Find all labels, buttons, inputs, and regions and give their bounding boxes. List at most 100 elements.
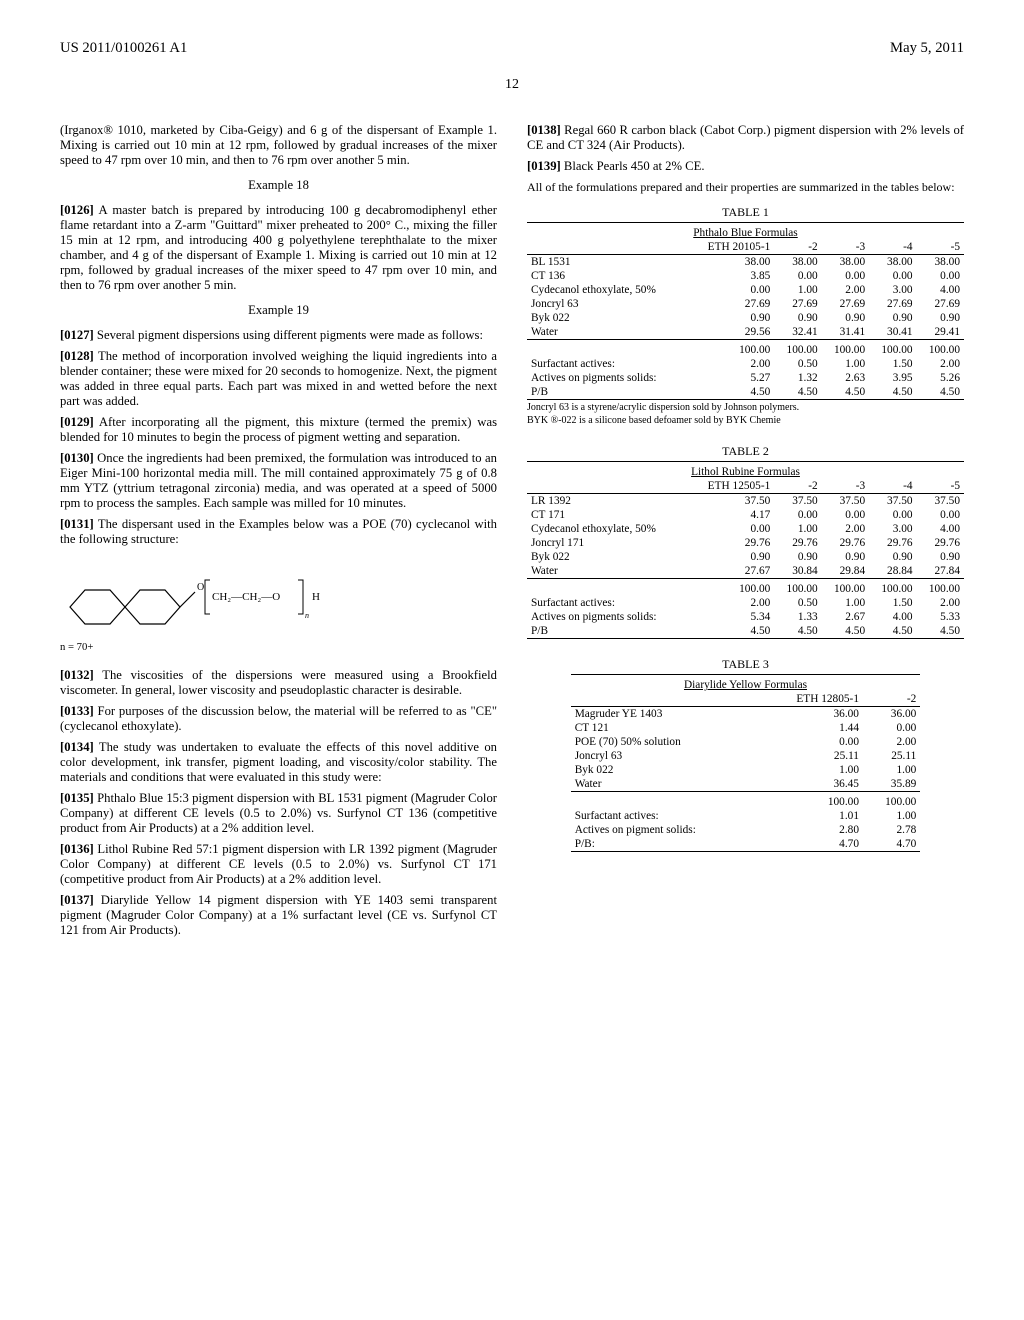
para-text-0133: For purposes of the discussion below, th…: [60, 704, 497, 733]
table-cell: 27.69: [917, 297, 964, 311]
para-num-0130: [0130]: [60, 451, 94, 465]
table-cell: Joncryl 63: [527, 297, 689, 311]
para-num-0128: [0128]: [60, 349, 94, 363]
table-cell: 2.00: [689, 596, 775, 610]
totals-cell: 100.00: [869, 340, 916, 358]
table-cell: 29.84: [822, 564, 869, 579]
para-0132: [0132] The viscosities of the dispersion…: [60, 668, 497, 698]
table-cell: 3.95: [869, 371, 916, 385]
para-text-0139: Black Pearls 450 at 2% CE.: [561, 159, 705, 173]
table-row: Actives on pigment solids:2.802.78: [571, 823, 921, 837]
para-0137: [0137] Diarylide Yellow 14 pigment dispe…: [60, 893, 497, 938]
table-row: Cydecanol ethoxylate, 50%0.001.002.003.0…: [527, 283, 964, 297]
table-cell: 4.50: [689, 624, 775, 639]
table-cell: 5.27: [689, 371, 775, 385]
table2: Lithol Rubine Formulas ETH 12505-1-2-3-4…: [527, 461, 964, 639]
para-0133: [0133] For purposes of the discussion be…: [60, 704, 497, 734]
table-row: Water36.4535.89: [571, 777, 921, 792]
table-cell: 38.00: [774, 255, 821, 270]
tables-intro: All of the formulations prepared and the…: [527, 180, 964, 195]
table-cell: 29.76: [822, 536, 869, 550]
table-cell: 27.69: [822, 297, 869, 311]
table-cell: 1.00: [760, 763, 863, 777]
table-cell: 29.76: [774, 536, 821, 550]
table-cell: 0.00: [822, 269, 869, 283]
chemical-structure: O CH₂—CH₂—O n H n = 70+: [60, 562, 497, 653]
table-cell: 37.50: [917, 494, 964, 509]
table-cell: 1.00: [863, 809, 920, 823]
para-0131: [0131] The dispersant used in the Exampl…: [60, 517, 497, 547]
page-header: US 2011/0100261 A1 May 5, 2011: [60, 40, 964, 57]
table-cell: 1.01: [760, 809, 863, 823]
table-row: Joncryl 6327.6927.6927.6927.6927.69: [527, 297, 964, 311]
table-cell: 1.00: [863, 763, 920, 777]
table-cell: 37.50: [822, 494, 869, 509]
page-number: 12: [60, 77, 964, 93]
table-cell: 0.00: [774, 269, 821, 283]
col-header: -3: [822, 479, 869, 494]
para-num-0139: [0139]: [527, 159, 561, 173]
para-text-0131: The dispersant used in the Examples belo…: [60, 517, 497, 546]
col-header: ETH 20105-1: [689, 240, 775, 255]
para-0126: [0126] A master batch is prepared by int…: [60, 203, 497, 293]
totals-cell: [571, 792, 760, 810]
table-cell: 1.50: [869, 596, 916, 610]
table-row: BL 153138.0038.0038.0038.0038.00: [527, 255, 964, 270]
table1: Phthalo Blue Formulas ETH 20105-1-2-3-4-…: [527, 222, 964, 400]
table-cell: 0.50: [774, 596, 821, 610]
table-cell: 0.90: [689, 550, 775, 564]
table-row: Byk 0220.900.900.900.900.90: [527, 311, 964, 325]
table-cell: 36.00: [760, 707, 863, 722]
para-text-0136: Lithol Rubine Red 57:1 pigment dispersio…: [60, 842, 497, 886]
table-cell: Water: [571, 777, 760, 792]
table-row: Surfactant actives:1.011.00: [571, 809, 921, 823]
table-cell: 27.69: [869, 297, 916, 311]
table-cell: P/B:: [571, 837, 760, 852]
table-cell: 0.00: [917, 508, 964, 522]
table-cell: Cydecanol ethoxylate, 50%: [527, 283, 689, 297]
table-cell: 4.50: [822, 385, 869, 400]
para-0136: [0136] Lithol Rubine Red 57:1 pigment di…: [60, 842, 497, 887]
para-0139: [0139] Black Pearls 450 at 2% CE.: [527, 159, 964, 174]
table-cell: 30.84: [774, 564, 821, 579]
table-cell: P/B: [527, 385, 689, 400]
table-cell: 4.50: [869, 624, 916, 639]
table-cell: 0.90: [774, 550, 821, 564]
table3-subtitle: Diarylide Yellow Formulas: [684, 679, 807, 691]
table-cell: 0.50: [774, 357, 821, 371]
para-num-0133: [0133]: [60, 704, 94, 718]
col-header: -4: [869, 479, 916, 494]
table-row: P/B4.504.504.504.504.50: [527, 385, 964, 400]
table-cell: Magruder YE 1403: [571, 707, 760, 722]
table2-totals-row: 100.00100.00100.00100.00100.00: [527, 579, 964, 597]
totals-cell: 100.00: [917, 579, 964, 597]
table-row: Surfactant actives:2.000.501.001.502.00: [527, 357, 964, 371]
table-cell: 27.67: [689, 564, 775, 579]
table-cell: 0.00: [863, 721, 920, 735]
table-cell: Joncryl 63: [571, 749, 760, 763]
table-cell: Byk 022: [571, 763, 760, 777]
table3-caption: TABLE 3: [527, 657, 964, 672]
col-header: -4: [869, 240, 916, 255]
table-cell: Water: [527, 564, 689, 579]
para-text-0132: The viscosities of the dispersions were …: [60, 668, 497, 697]
table3: Diarylide Yellow Formulas ETH 12805-1-2 …: [571, 674, 921, 852]
totals-cell: 100.00: [760, 792, 863, 810]
totals-cell: 100.00: [822, 579, 869, 597]
table-row: POE (70) 50% solution0.002.00: [571, 735, 921, 749]
para-text-0129: After incorporating all the pigment, thi…: [60, 415, 497, 444]
col-header: -2: [774, 479, 821, 494]
para-num-0126: [0126]: [60, 203, 94, 217]
table-cell: Surfactant actives:: [527, 357, 689, 371]
two-column-layout: (Irganox® 1010, marketed by Ciba-Geigy) …: [60, 123, 964, 944]
table-row: P/B4.504.504.504.504.50: [527, 624, 964, 639]
example-19-heading: Example 19: [60, 303, 497, 318]
table-cell: 36.00: [863, 707, 920, 722]
para-num-0137: [0137]: [60, 893, 94, 907]
para-0128: [0128] The method of incorporation invol…: [60, 349, 497, 409]
table-cell: 32.41: [774, 325, 821, 340]
table-cell: BL 1531: [527, 255, 689, 270]
para-text-0134: The study was undertaken to evaluate the…: [60, 740, 497, 784]
table-row: Surfactant actives:2.000.501.001.502.00: [527, 596, 964, 610]
table-cell: 4.70: [863, 837, 920, 852]
